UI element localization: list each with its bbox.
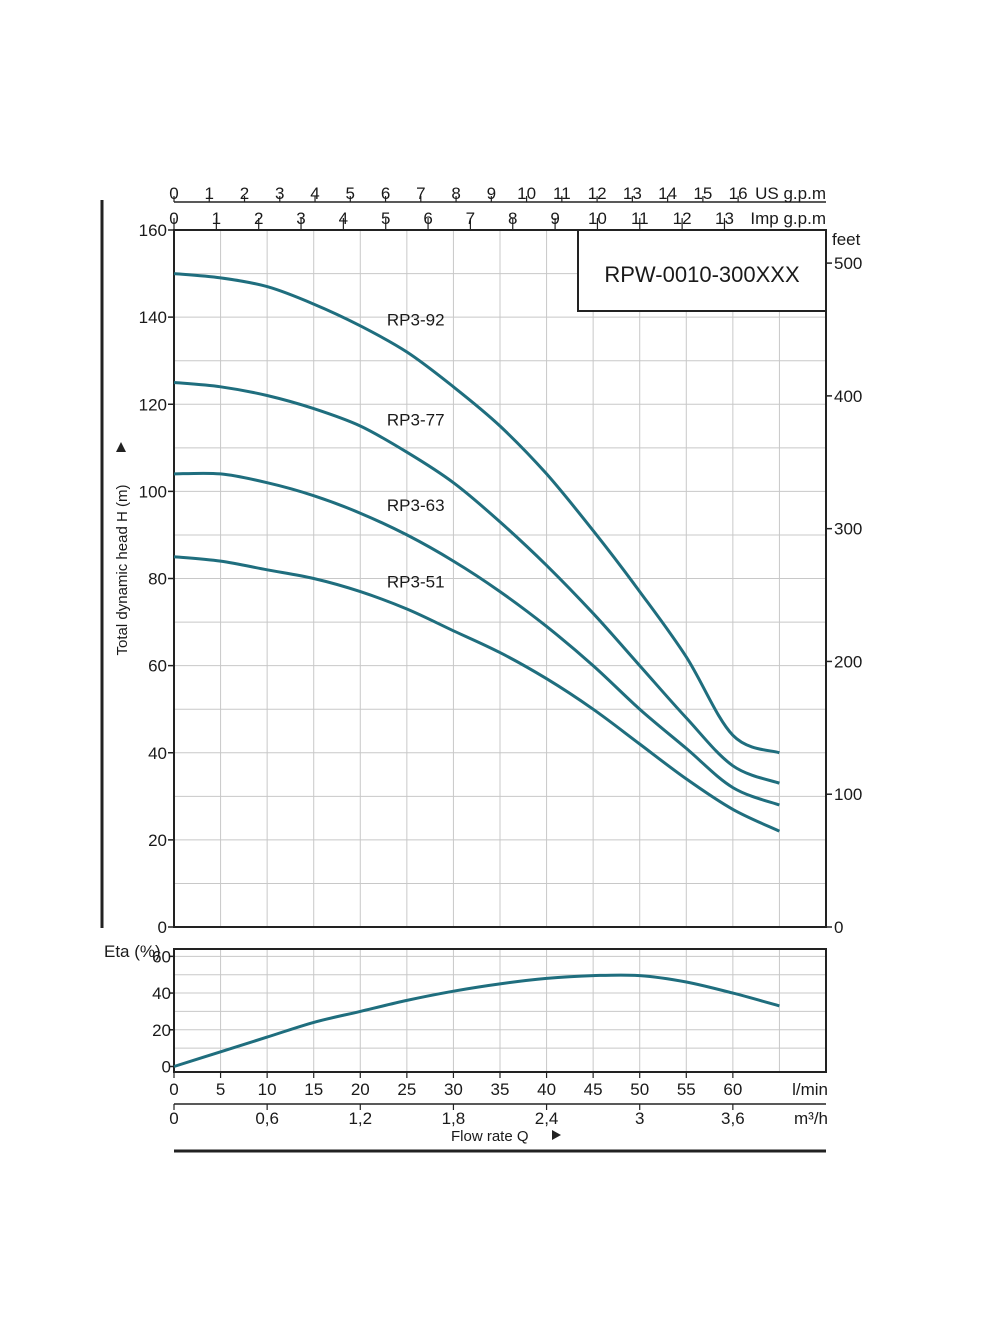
m3h-tick-label: 3	[635, 1109, 644, 1128]
imp-gpm-tick-label: 2	[254, 209, 263, 228]
lpm-tick-label: 10	[258, 1080, 277, 1099]
m3h-tick-label: 1,8	[442, 1109, 466, 1128]
feet-tick-label: 400	[834, 387, 862, 406]
us-gpm-tick-label: 13	[623, 184, 642, 203]
us-gpm-tick-label: 4	[310, 184, 319, 203]
eta-y-tick-label: 40	[152, 984, 171, 1003]
us-gpm-tick-label: 12	[588, 184, 607, 203]
m3h-tick-label: 0,6	[255, 1109, 279, 1128]
lpm-tick-label: 35	[491, 1080, 510, 1099]
us-gpm-tick-label: 14	[658, 184, 677, 203]
lpm-tick-label: 30	[444, 1080, 463, 1099]
imp-gpm-tick-label: 4	[339, 209, 348, 228]
eta-y-tick-label: 0	[162, 1057, 171, 1076]
m3h-tick-label: 1,2	[348, 1109, 372, 1128]
imp-gpm-tick-label: 3	[296, 209, 305, 228]
m3h-axis-label: m³/h	[794, 1109, 828, 1128]
lpm-tick-label: 45	[584, 1080, 603, 1099]
feet-tick-label: 500	[834, 254, 862, 273]
y-tick-label: 100	[139, 482, 167, 501]
feet-tick-label: 200	[834, 652, 862, 671]
lpm-tick-label: 40	[537, 1080, 556, 1099]
us-gpm-tick-label: 9	[487, 184, 496, 203]
curve-label: RP3-51	[387, 573, 445, 592]
us-gpm-tick-label: 8	[451, 184, 460, 203]
us-gpm-tick-label: 10	[517, 184, 536, 203]
lpm-tick-label: 5	[216, 1080, 225, 1099]
us-gpm-axis-label: US g.p.m	[755, 184, 826, 203]
us-gpm-tick-label: 0	[169, 184, 178, 203]
efficiency-curve	[173, 973, 780, 1068]
eta-axis-title: Eta (%)	[104, 942, 161, 961]
curve-label: RP3-92	[387, 310, 445, 329]
curve-label: RP3-77	[387, 410, 445, 429]
chart-title: RPW-0010-300XXX	[604, 262, 800, 287]
us-gpm-tick-label: 6	[381, 184, 390, 203]
imp-gpm-tick-label: 8	[508, 209, 517, 228]
feet-tick-label: 0	[834, 918, 843, 937]
y-tick-label: 160	[139, 221, 167, 240]
x-axis-title: Flow rate Q	[451, 1128, 529, 1145]
lpm-tick-label: 15	[304, 1080, 323, 1099]
m3h-tick-label: 3,6	[721, 1109, 745, 1128]
lpm-tick-label: 50	[630, 1080, 649, 1099]
lpm-tick-label: 25	[397, 1080, 416, 1099]
m3h-tick-label: 0	[169, 1109, 178, 1128]
lpm-tick-label: 0	[169, 1080, 178, 1099]
curve-label: RP3-63	[387, 496, 445, 515]
head-curve-rp3-77	[173, 381, 780, 785]
us-gpm-tick-label: 15	[693, 184, 712, 203]
y-tick-label: 0	[158, 918, 167, 937]
head-curve-rp3-63	[173, 471, 780, 807]
m3h-tick-label: 2,4	[535, 1109, 559, 1128]
imp-gpm-tick-label: 12	[673, 209, 692, 228]
imp-gpm-tick-label: 6	[423, 209, 432, 228]
model-title-box	[577, 229, 827, 312]
y-axis-arrow-icon	[116, 442, 126, 452]
imp-gpm-tick-label: 7	[466, 209, 475, 228]
feet-tick-label: 100	[834, 785, 862, 804]
head-curve-rp3-92	[173, 272, 780, 755]
y-tick-label: 20	[148, 831, 167, 850]
lpm-tick-label: 55	[677, 1080, 696, 1099]
imp-gpm-tick-label: 11	[631, 209, 649, 228]
y-tick-label: 40	[148, 744, 167, 763]
head-curve-rp3-51	[173, 555, 781, 833]
us-gpm-tick-label: 2	[240, 184, 249, 203]
eta-y-tick-label: 60	[152, 947, 171, 966]
feet-axis-label: feet	[832, 230, 861, 249]
imp-gpm-axis-label: Imp g.p.m	[750, 209, 826, 228]
y-axis-title: Total dynamic head H (m)	[114, 485, 131, 656]
us-gpm-tick-label: 1	[205, 184, 214, 203]
us-gpm-tick-label: 11	[553, 184, 571, 203]
y-tick-label: 140	[139, 308, 167, 327]
imp-gpm-tick-label: 13	[715, 209, 734, 228]
x-axis-arrow-icon	[552, 1130, 561, 1140]
lpm-axis-label: l/min	[792, 1080, 828, 1099]
y-tick-label: 80	[148, 570, 167, 589]
us-gpm-tick-label: 5	[346, 184, 355, 203]
imp-gpm-tick-label: 1	[212, 209, 221, 228]
us-gpm-tick-label: 3	[275, 184, 284, 203]
feet-tick-label: 300	[834, 520, 862, 539]
imp-gpm-tick-label: 0	[169, 209, 178, 228]
us-gpm-tick-label: 7	[416, 184, 425, 203]
lpm-tick-label: 20	[351, 1080, 370, 1099]
y-tick-label: 60	[148, 657, 167, 676]
lpm-tick-label: 60	[723, 1080, 742, 1099]
eta-y-tick-label: 20	[152, 1021, 171, 1040]
y-tick-label: 120	[139, 395, 167, 414]
imp-gpm-tick-label: 5	[381, 209, 390, 228]
us-gpm-tick-label: 16	[729, 184, 748, 203]
imp-gpm-tick-label: 9	[550, 209, 559, 228]
imp-gpm-tick-label: 10	[588, 209, 607, 228]
